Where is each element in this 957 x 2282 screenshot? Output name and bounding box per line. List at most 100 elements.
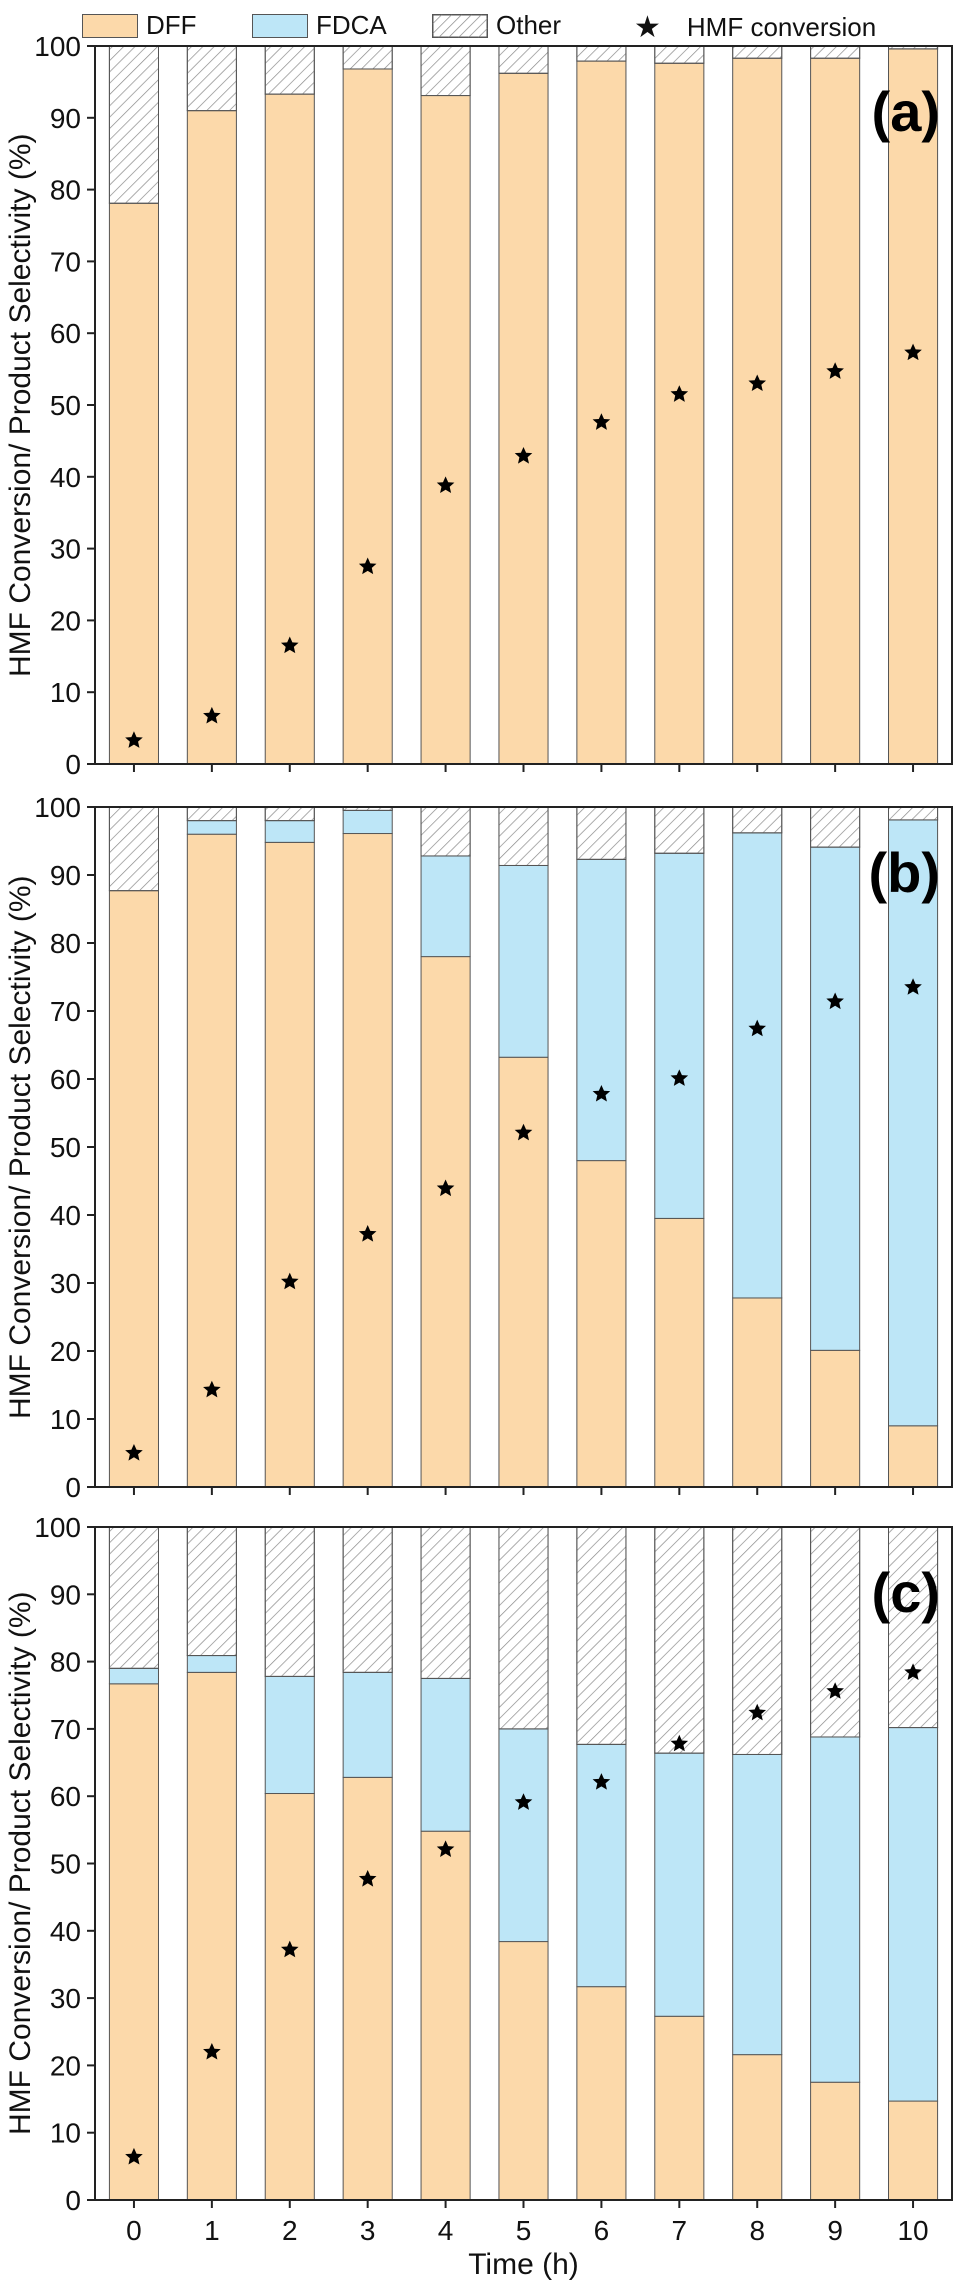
bar-dff-t1 xyxy=(186,110,237,765)
conversion-star-t3 xyxy=(358,1869,377,1887)
bar-dff-t2 xyxy=(264,841,315,1488)
bar-hatch-other-t3 xyxy=(342,1526,393,1673)
bar-hatch-other-t2 xyxy=(264,806,315,822)
y-tick-label: 0 xyxy=(65,1472,81,1503)
bar-dff-t5 xyxy=(498,72,549,765)
conversion-star-t2 xyxy=(280,636,299,654)
bar-dff-t7 xyxy=(654,2015,705,2201)
x-tick-label: 8 xyxy=(749,2215,765,2244)
bar-hatch-other-t5 xyxy=(498,45,549,74)
bar-hatch-other-t7 xyxy=(654,806,705,854)
x-tick-label: 5 xyxy=(516,2215,532,2244)
bar-dff-t4 xyxy=(420,95,471,765)
conversion-star-t3 xyxy=(358,557,377,575)
bar-hatch-other-t2 xyxy=(264,45,315,95)
y-tick-label: 70 xyxy=(50,1714,81,1745)
y-tick-label: 100 xyxy=(34,792,81,823)
panel-a: 0 10 20 30 40 50 60 70 80 90 100 (a) xyxy=(34,31,953,780)
legend-item-dff: DFF xyxy=(82,10,197,41)
bar-dff-t5 xyxy=(498,1056,549,1488)
y-tick-label: 10 xyxy=(50,677,81,708)
conversion-star-t10 xyxy=(904,343,922,361)
bar-hatch-other-t1 xyxy=(186,806,237,822)
bar-dff-t2 xyxy=(264,1793,315,2201)
legend: DFF FDCA Other ★ HMF conversion xyxy=(14,4,954,48)
bar-dff-t8 xyxy=(732,1297,783,1488)
bar-hatch-other-t0 xyxy=(108,1526,159,1669)
x-tick-label: 4 xyxy=(438,2215,454,2244)
conversion-star-t9 xyxy=(826,1682,844,1699)
bar-dff-t8 xyxy=(732,2054,783,2201)
y-tick-label: 90 xyxy=(50,860,81,891)
conversion-star-t9 xyxy=(826,362,844,379)
bar-dff-t1 xyxy=(186,1671,237,2201)
bar-dff-t0 xyxy=(108,890,159,1488)
bar-dff-t7 xyxy=(654,1217,705,1488)
bar-dff-t5 xyxy=(498,1941,549,2201)
y-tick-label: 0 xyxy=(65,749,81,780)
bar-fdca-t10 xyxy=(888,1727,939,2102)
legend-label-hmf-conversion: HMF conversion xyxy=(686,12,877,42)
y-tick-label: 90 xyxy=(50,103,81,134)
bar-hatch-other-t8 xyxy=(732,1526,783,1755)
conversion-star-t4 xyxy=(436,476,455,494)
x-tick-label: 2 xyxy=(282,2215,298,2244)
legend-label-other: Other xyxy=(496,10,562,40)
bar-hatch-other-t8 xyxy=(732,45,783,59)
bar-dff-t6 xyxy=(576,60,627,765)
bar-fdca-t10 xyxy=(888,819,939,1427)
y-tick-label: 50 xyxy=(50,1849,81,1880)
y-tick-label: 40 xyxy=(50,1200,81,1231)
bar-hatch-other-t7 xyxy=(654,1526,705,1754)
bar-dff-t6 xyxy=(576,1986,627,2201)
bar-hatch-other-t3 xyxy=(342,45,393,70)
bar-dff-t7 xyxy=(654,62,705,765)
conversion-star-t6 xyxy=(592,413,611,430)
x-axis-title: Time (h) xyxy=(468,2248,579,2281)
legend-item-fdca: FDCA xyxy=(252,10,387,41)
conversion-star-t5 xyxy=(514,446,533,464)
conversion-star-t3 xyxy=(358,1225,377,1242)
bar-hatch-other-t4 xyxy=(420,1526,471,1679)
y-tick-label: 60 xyxy=(50,1781,81,1812)
bar-dff-t9 xyxy=(810,1349,861,1488)
bar-fdca-t2 xyxy=(264,1675,315,1795)
conversion-star-t1 xyxy=(203,706,221,724)
conversion-star-t0 xyxy=(125,731,143,748)
conversion-star-t4 xyxy=(436,1840,455,1857)
panel-label: (b) xyxy=(868,841,940,904)
bar-dff-t10 xyxy=(888,1425,939,1488)
bar-hatch-other-t9 xyxy=(810,806,861,848)
y-tick-label: 0 xyxy=(65,2185,81,2216)
legend-item-other: Other xyxy=(432,10,561,41)
y-tick-label: 80 xyxy=(50,1647,81,1678)
bar-fdca-t7 xyxy=(654,1752,705,2017)
panel-b: 0 10 20 30 40 50 60 70 80 90 100 (b) xyxy=(34,792,953,1503)
y-tick-label: 20 xyxy=(50,1336,81,1367)
bar-dff-t0 xyxy=(108,202,159,765)
bar-hatch-other-t5 xyxy=(498,806,549,866)
y-tick-label: 10 xyxy=(50,1404,81,1435)
bar-dff-t0 xyxy=(108,1683,159,2201)
conversion-star-t0 xyxy=(125,2147,143,2165)
y-tick-label: 100 xyxy=(34,1512,81,1543)
conversion-star-t5 xyxy=(514,1793,533,1810)
legend-swatch-fdca xyxy=(252,13,308,38)
bar-fdca-t4 xyxy=(420,855,471,958)
y-tick-label: 90 xyxy=(50,1579,81,1610)
bar-hatch-other-t10 xyxy=(888,1526,939,1729)
legend-item-hmf-conversion: ★ HMF conversion xyxy=(634,10,876,45)
bar-fdca-t9 xyxy=(810,846,861,1351)
bar-dff-t4 xyxy=(420,1830,471,2201)
star-icon: ★ xyxy=(634,11,661,44)
x-tick-label: 3 xyxy=(360,2215,376,2244)
x-tick-label: 7 xyxy=(672,2215,688,2244)
bar-dff-t4 xyxy=(420,956,471,1488)
bar-hatch-other-t0 xyxy=(108,806,159,892)
y-tick-label: 40 xyxy=(50,1916,81,1947)
bar-hatch-other-t2 xyxy=(264,1526,315,1677)
conversion-star-t1 xyxy=(203,2042,221,2060)
y-tick-label: 70 xyxy=(50,996,81,1027)
y-tick-label: 10 xyxy=(50,2118,81,2149)
